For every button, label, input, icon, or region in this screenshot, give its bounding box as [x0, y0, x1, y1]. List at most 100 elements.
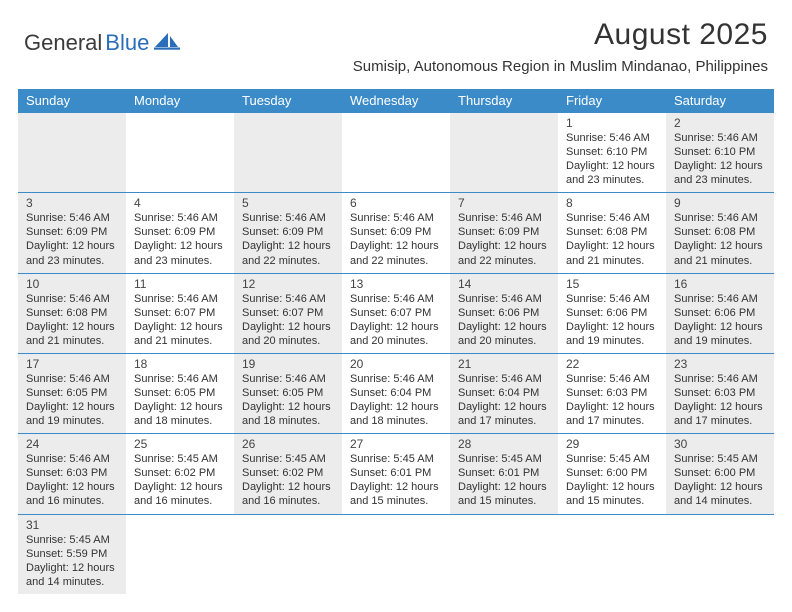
- day-sunset: Sunset: 6:06 PM: [458, 306, 552, 320]
- day-sunset: Sunset: 6:05 PM: [134, 386, 228, 400]
- calendar-day: 19Sunrise: 5:46 AMSunset: 6:05 PMDayligh…: [234, 354, 342, 433]
- day-sunset: Sunset: 6:10 PM: [566, 145, 660, 159]
- calendar-day: [450, 113, 558, 192]
- day-sunrise: Sunrise: 5:46 AM: [566, 211, 660, 225]
- calendar-day: 7Sunrise: 5:46 AMSunset: 6:09 PMDaylight…: [450, 193, 558, 272]
- day-day1: Daylight: 12 hours: [458, 239, 552, 253]
- day-sunrise: Sunrise: 5:46 AM: [350, 292, 444, 306]
- calendar-day: [126, 113, 234, 192]
- day-day1: Daylight: 12 hours: [134, 239, 228, 253]
- day-day1: Daylight: 12 hours: [242, 239, 336, 253]
- day-day2: and 23 minutes.: [566, 173, 660, 187]
- calendar-day: [18, 113, 126, 192]
- calendar-day: 17Sunrise: 5:46 AMSunset: 6:05 PMDayligh…: [18, 354, 126, 433]
- day-day2: and 21 minutes.: [566, 254, 660, 268]
- day-sunset: Sunset: 6:01 PM: [350, 466, 444, 480]
- day-sunrise: Sunrise: 5:46 AM: [458, 211, 552, 225]
- day-sunset: Sunset: 6:02 PM: [134, 466, 228, 480]
- day-day1: Daylight: 12 hours: [26, 480, 120, 494]
- calendar-day: 10Sunrise: 5:46 AMSunset: 6:08 PMDayligh…: [18, 274, 126, 353]
- header: General Blue August 2025 Sumisip, Autono…: [18, 18, 774, 79]
- calendar: SundayMondayTuesdayWednesdayThursdayFrid…: [18, 89, 774, 594]
- calendar-body: 1Sunrise: 5:46 AMSunset: 6:10 PMDaylight…: [18, 113, 774, 594]
- calendar-day: [342, 113, 450, 192]
- day-day2: and 16 minutes.: [242, 494, 336, 508]
- day-day2: and 20 minutes.: [458, 334, 552, 348]
- weekday-header: Tuesday: [234, 89, 342, 113]
- day-day2: and 14 minutes.: [674, 494, 768, 508]
- day-sunset: Sunset: 6:01 PM: [458, 466, 552, 480]
- day-number: 11: [134, 277, 228, 291]
- day-sunset: Sunset: 6:07 PM: [242, 306, 336, 320]
- day-day2: and 20 minutes.: [242, 334, 336, 348]
- day-sunrise: Sunrise: 5:46 AM: [566, 292, 660, 306]
- day-day2: and 21 minutes.: [134, 334, 228, 348]
- day-number: 5: [242, 196, 336, 210]
- day-number: 2: [674, 116, 768, 130]
- day-sunset: Sunset: 6:02 PM: [242, 466, 336, 480]
- day-sunrise: Sunrise: 5:46 AM: [566, 372, 660, 386]
- day-day2: and 19 minutes.: [674, 334, 768, 348]
- calendar-day: 23Sunrise: 5:46 AMSunset: 6:03 PMDayligh…: [666, 354, 774, 433]
- calendar-day: 22Sunrise: 5:46 AMSunset: 6:03 PMDayligh…: [558, 354, 666, 433]
- day-sunrise: Sunrise: 5:46 AM: [350, 372, 444, 386]
- calendar-day: 14Sunrise: 5:46 AMSunset: 6:06 PMDayligh…: [450, 274, 558, 353]
- day-sunrise: Sunrise: 5:46 AM: [566, 131, 660, 145]
- calendar-day: [666, 515, 774, 594]
- day-sunrise: Sunrise: 5:46 AM: [674, 292, 768, 306]
- day-sunrise: Sunrise: 5:46 AM: [242, 292, 336, 306]
- day-day2: and 23 minutes.: [26, 254, 120, 268]
- day-number: 31: [26, 518, 120, 532]
- day-day1: Daylight: 12 hours: [26, 400, 120, 414]
- day-sunset: Sunset: 6:04 PM: [458, 386, 552, 400]
- day-day1: Daylight: 12 hours: [242, 320, 336, 334]
- title-block: August 2025 Sumisip, Autonomous Region i…: [353, 18, 768, 75]
- calendar-day: 29Sunrise: 5:45 AMSunset: 6:00 PMDayligh…: [558, 434, 666, 513]
- day-sunset: Sunset: 6:09 PM: [350, 225, 444, 239]
- day-day1: Daylight: 12 hours: [566, 400, 660, 414]
- day-sunset: Sunset: 6:07 PM: [350, 306, 444, 320]
- day-day1: Daylight: 12 hours: [242, 480, 336, 494]
- day-sunrise: Sunrise: 5:45 AM: [134, 452, 228, 466]
- calendar-day: 8Sunrise: 5:46 AMSunset: 6:08 PMDaylight…: [558, 193, 666, 272]
- day-sunrise: Sunrise: 5:46 AM: [674, 372, 768, 386]
- day-day1: Daylight: 12 hours: [674, 480, 768, 494]
- day-number: 8: [566, 196, 660, 210]
- day-sunrise: Sunrise: 5:46 AM: [134, 372, 228, 386]
- day-day2: and 19 minutes.: [566, 334, 660, 348]
- day-day1: Daylight: 12 hours: [458, 400, 552, 414]
- calendar-day: 25Sunrise: 5:45 AMSunset: 6:02 PMDayligh…: [126, 434, 234, 513]
- day-sunset: Sunset: 6:04 PM: [350, 386, 444, 400]
- day-sunrise: Sunrise: 5:46 AM: [458, 292, 552, 306]
- calendar-week: 31Sunrise: 5:45 AMSunset: 5:59 PMDayligh…: [18, 515, 774, 594]
- calendar-day: [234, 515, 342, 594]
- day-number: 12: [242, 277, 336, 291]
- day-day2: and 15 minutes.: [458, 494, 552, 508]
- day-day2: and 19 minutes.: [26, 414, 120, 428]
- day-day1: Daylight: 12 hours: [350, 239, 444, 253]
- day-day1: Daylight: 12 hours: [134, 320, 228, 334]
- day-sunrise: Sunrise: 5:46 AM: [674, 211, 768, 225]
- day-number: 26: [242, 437, 336, 451]
- calendar-day: 6Sunrise: 5:46 AMSunset: 6:09 PMDaylight…: [342, 193, 450, 272]
- day-day2: and 16 minutes.: [26, 494, 120, 508]
- day-sunset: Sunset: 6:07 PM: [134, 306, 228, 320]
- day-day1: Daylight: 12 hours: [350, 320, 444, 334]
- day-day2: and 15 minutes.: [350, 494, 444, 508]
- day-sunrise: Sunrise: 5:46 AM: [350, 211, 444, 225]
- day-sunset: Sunset: 6:09 PM: [458, 225, 552, 239]
- calendar-day: 31Sunrise: 5:45 AMSunset: 5:59 PMDayligh…: [18, 515, 126, 594]
- calendar-day: [234, 113, 342, 192]
- day-number: 27: [350, 437, 444, 451]
- calendar-day: 18Sunrise: 5:46 AMSunset: 6:05 PMDayligh…: [126, 354, 234, 433]
- day-day1: Daylight: 12 hours: [674, 239, 768, 253]
- day-sunrise: Sunrise: 5:46 AM: [26, 211, 120, 225]
- day-day2: and 21 minutes.: [674, 254, 768, 268]
- calendar-week: 3Sunrise: 5:46 AMSunset: 6:09 PMDaylight…: [18, 193, 774, 273]
- calendar-day: 9Sunrise: 5:46 AMSunset: 6:08 PMDaylight…: [666, 193, 774, 272]
- day-number: 7: [458, 196, 552, 210]
- day-number: 25: [134, 437, 228, 451]
- day-sunrise: Sunrise: 5:46 AM: [242, 372, 336, 386]
- calendar-day: [342, 515, 450, 594]
- calendar-week: 1Sunrise: 5:46 AMSunset: 6:10 PMDaylight…: [18, 113, 774, 193]
